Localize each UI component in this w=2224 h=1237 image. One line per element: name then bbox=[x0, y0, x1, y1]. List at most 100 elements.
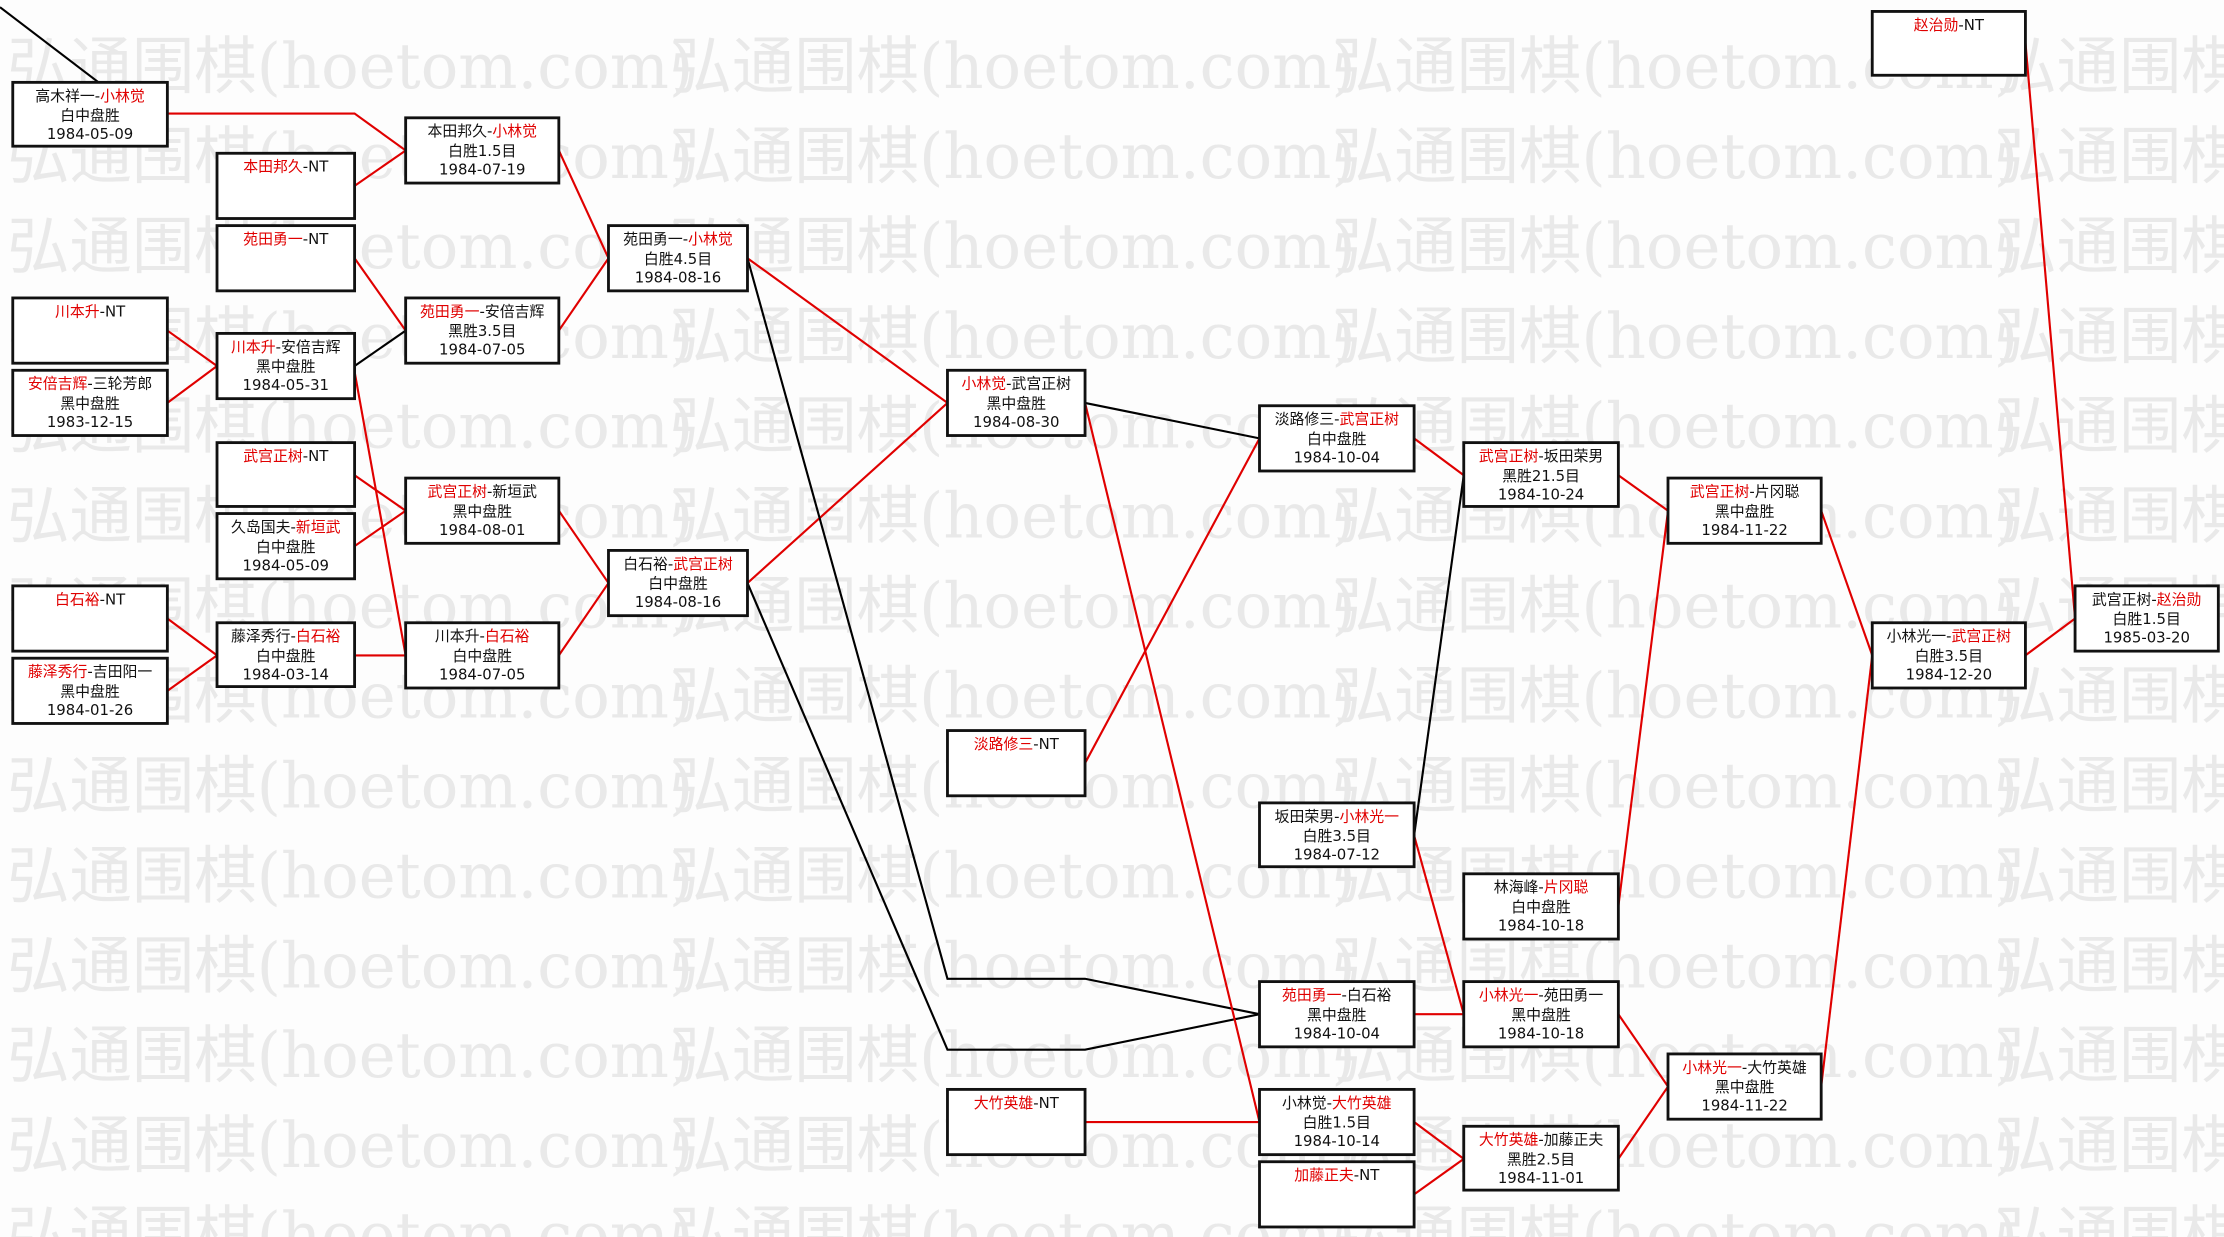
match-box-frame bbox=[404, 621, 561, 690]
player-1: 苑田勇一 bbox=[243, 230, 303, 248]
match-box[interactable]: 大竹英雄-NT bbox=[946, 1087, 1087, 1157]
match-box[interactable]: 苑田勇一-NT bbox=[215, 224, 357, 293]
match-box-frame bbox=[1258, 1160, 1416, 1229]
match-result: 黑中盘胜 bbox=[1715, 1078, 1775, 1096]
player-2: 小林觉 bbox=[100, 87, 145, 105]
bracket-connector-line bbox=[353, 329, 407, 367]
player-1: 苑田勇一 bbox=[1282, 986, 1342, 1004]
player-2: 武宫正树 bbox=[1339, 410, 1399, 428]
separator: - bbox=[480, 627, 485, 645]
bracket-connector-line bbox=[746, 257, 949, 404]
player-1: 林海峰 bbox=[1494, 878, 1539, 896]
match-date: 1984-05-09 bbox=[243, 556, 329, 574]
match-date: 1984-10-04 bbox=[1294, 448, 1380, 466]
match-box[interactable]: 本田邦久-NT bbox=[215, 151, 357, 220]
player-1: 武宫正树 bbox=[2092, 590, 2152, 608]
match-box[interactable]: 加藤正夫-NT bbox=[1258, 1160, 1416, 1229]
match-date: 1984-07-12 bbox=[1294, 846, 1380, 864]
bracket-connector-line bbox=[557, 257, 610, 332]
match-players: 白石裕-NT bbox=[55, 590, 126, 608]
bracket-connector-line bbox=[1413, 437, 1465, 477]
watermark-text: 弘通围棋(hoetom.com) bbox=[1332, 839, 2018, 912]
match-boxes: 高木祥一-小林觉白中盘胜1984-05-09川本升-NT安倍吉辉-三轮芳郎黑中盘… bbox=[11, 10, 2220, 1229]
match-box-frame bbox=[215, 331, 357, 401]
separator: - bbox=[2151, 590, 2156, 608]
match-box-frame bbox=[1462, 1124, 1620, 1192]
match-result: 白胜1.5目 bbox=[2113, 610, 2181, 628]
player-1: 武宫正树 bbox=[243, 447, 303, 465]
match-box[interactable]: 武宫正树-NT bbox=[215, 441, 357, 508]
match-players: 大竹英雄-加藤正夫 bbox=[1479, 1131, 1603, 1149]
watermark-text: 弘通围棋(hoetom.com) bbox=[1994, 1109, 2224, 1182]
match-box-frame bbox=[607, 549, 749, 618]
match-date: 1984-08-01 bbox=[439, 521, 525, 539]
match-box-frame bbox=[11, 368, 169, 437]
match-box[interactable]: 川本升-NT bbox=[11, 296, 169, 365]
separator: - bbox=[1538, 1131, 1543, 1149]
match-box[interactable]: 赵治勋-NT bbox=[1870, 10, 2027, 77]
match-box-frame bbox=[215, 512, 357, 581]
player-1: 小林光一 bbox=[1887, 627, 1947, 645]
match-players: 久岛国夫-新垣武 bbox=[231, 518, 341, 536]
watermark-text: 弘通围棋(hoetom.com) bbox=[1994, 300, 2224, 373]
separator: - bbox=[87, 663, 92, 681]
match-result: 黑中盘胜 bbox=[256, 358, 316, 376]
bracket-connector-line bbox=[1413, 1158, 1465, 1196]
match-box-frame bbox=[1462, 980, 1620, 1049]
match-box-frame bbox=[1870, 621, 2027, 690]
no-opponent-label: -NT bbox=[303, 447, 329, 465]
player-1: 川本升 bbox=[231, 338, 276, 356]
player-1: 小林觉 bbox=[1282, 1094, 1327, 1112]
no-opponent-label: -NT bbox=[100, 302, 126, 320]
match-date: 1984-01-26 bbox=[47, 701, 133, 719]
match-players: 武宫正树-NT bbox=[243, 447, 329, 465]
match-players: 苑田勇一-NT bbox=[243, 230, 329, 248]
match-box-frame bbox=[1666, 476, 1823, 545]
player-2: 武宫正树 bbox=[673, 555, 733, 573]
match-box[interactable]: 淡路修三-NT bbox=[946, 729, 1087, 798]
bracket-connector-line bbox=[353, 474, 407, 512]
watermark-text: 弘通围棋(hoetom.com) bbox=[669, 839, 1355, 912]
player-2: 武宫正树 bbox=[1012, 375, 1072, 393]
separator: - bbox=[487, 483, 492, 501]
match-players: 藤泽秀行-吉田阳一 bbox=[28, 663, 152, 681]
watermark-text: 弘通围棋(hoetom.com) bbox=[669, 300, 1355, 373]
match-result: 黑中盘胜 bbox=[1511, 1006, 1571, 1024]
player-1: 大竹英雄 bbox=[1479, 1131, 1539, 1149]
player-2: 小林光一 bbox=[1339, 807, 1399, 825]
player-2: 片冈聪 bbox=[1544, 878, 1589, 896]
watermark-text: 弘通围棋(hoetom.com) bbox=[7, 1109, 693, 1182]
player-2: 赵治勋 bbox=[2157, 590, 2202, 608]
match-players: 川本升-安倍吉辉 bbox=[231, 338, 341, 356]
match-box[interactable]: 白石裕-NT bbox=[11, 584, 169, 653]
no-opponent-label: -NT bbox=[1958, 16, 1984, 34]
player-1: 高木祥一 bbox=[35, 87, 95, 105]
match-players: 苑田勇一-白石裕 bbox=[1282, 986, 1392, 1004]
bracket-connector-line bbox=[353, 149, 407, 187]
